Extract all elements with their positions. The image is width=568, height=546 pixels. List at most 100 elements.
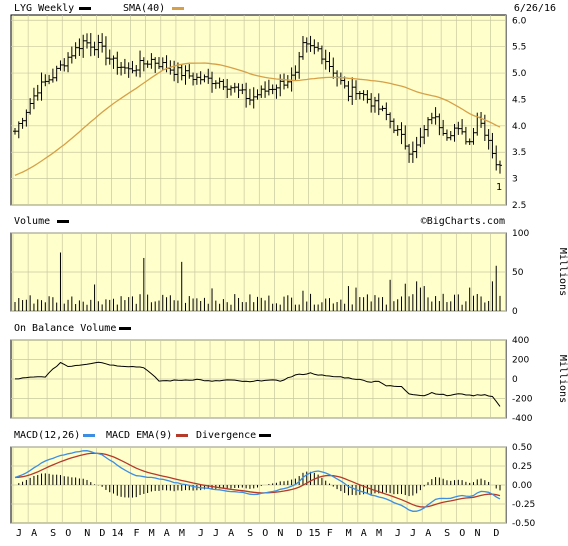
price-bar bbox=[244, 82, 249, 108]
price-bar bbox=[293, 65, 298, 80]
price-bar bbox=[172, 60, 177, 82]
x-tick-label: J bbox=[395, 528, 401, 539]
price-bar bbox=[460, 119, 465, 135]
price-bar bbox=[300, 36, 305, 60]
price-bar bbox=[255, 89, 260, 100]
x-tick-label: F bbox=[327, 528, 333, 539]
x-tick-label: A bbox=[164, 528, 170, 539]
price-bar bbox=[429, 112, 434, 125]
price-bar bbox=[160, 57, 165, 71]
y-tick-label: 4.5 bbox=[512, 95, 526, 105]
price-bar bbox=[103, 36, 108, 66]
x-tick-label: O bbox=[65, 528, 71, 539]
x-tick-label: M bbox=[376, 528, 382, 539]
price-bar bbox=[122, 58, 127, 75]
price-bar bbox=[58, 60, 63, 71]
price-bar bbox=[187, 64, 192, 79]
price-bar bbox=[73, 42, 78, 59]
price-bar bbox=[467, 138, 472, 146]
price-bar bbox=[92, 41, 97, 56]
price-bar bbox=[263, 81, 268, 98]
x-tick-label: 15 bbox=[309, 528, 321, 539]
x-tick-label: A bbox=[361, 528, 367, 539]
y-tick-label: 200 bbox=[512, 356, 529, 366]
price-bar bbox=[247, 88, 252, 106]
price-bar bbox=[422, 125, 427, 145]
volume-title: Volume bbox=[14, 216, 50, 227]
price-bar bbox=[39, 72, 44, 101]
price-bar bbox=[28, 98, 33, 115]
price-bar bbox=[498, 160, 502, 174]
x-tick-label: J bbox=[213, 528, 219, 539]
price-bar bbox=[494, 145, 499, 171]
price-bar bbox=[482, 114, 487, 142]
price-bar bbox=[134, 64, 139, 77]
x-tick-label: D bbox=[99, 528, 105, 539]
price-bar bbox=[471, 128, 476, 145]
price-bar bbox=[35, 84, 40, 101]
price-bar bbox=[285, 75, 290, 89]
price-bar bbox=[350, 77, 355, 105]
price-bar bbox=[316, 42, 321, 52]
price-bar bbox=[327, 52, 332, 73]
y-tick-label: 400 bbox=[512, 336, 529, 346]
price-bar bbox=[346, 81, 351, 102]
price-bar bbox=[361, 90, 366, 101]
price-bar bbox=[153, 57, 158, 73]
price-bar bbox=[297, 51, 302, 79]
x-tick-label: F bbox=[133, 528, 139, 539]
macd-ema-label: MACD EMA(9) bbox=[106, 430, 172, 441]
price-bar bbox=[365, 90, 370, 104]
volume-ylabel: Millions bbox=[557, 248, 568, 296]
price-bar bbox=[456, 121, 461, 135]
obv-legend-swatch bbox=[119, 327, 131, 330]
price-bar bbox=[69, 46, 74, 64]
price-bar bbox=[47, 74, 52, 85]
price-bar bbox=[198, 71, 203, 85]
x-tick-label: N bbox=[277, 528, 283, 539]
price-bar bbox=[228, 85, 233, 96]
price-bar bbox=[191, 72, 196, 86]
y-tick-label: -0.25 bbox=[512, 500, 535, 510]
price-panel bbox=[10, 14, 507, 206]
price-bar bbox=[444, 129, 449, 141]
price-bar bbox=[115, 51, 120, 75]
price-bar bbox=[418, 127, 423, 148]
price-bar bbox=[213, 80, 218, 89]
price-bar bbox=[202, 74, 207, 83]
price-bar bbox=[342, 76, 347, 89]
price-bar bbox=[66, 52, 71, 73]
x-tick-label: A bbox=[425, 528, 431, 539]
price-bar bbox=[138, 50, 143, 78]
price-bar bbox=[240, 83, 245, 95]
obv-ylabel: Millions bbox=[557, 355, 568, 403]
price-bar bbox=[448, 130, 453, 141]
x-tick-label: D bbox=[296, 528, 302, 539]
y-tick-label: 0 bbox=[512, 375, 518, 385]
price-bar bbox=[236, 83, 241, 99]
price-bar bbox=[380, 105, 385, 112]
price-bar bbox=[274, 84, 279, 99]
price-bar bbox=[210, 71, 215, 93]
price-bar bbox=[319, 45, 324, 65]
price-bar bbox=[266, 79, 271, 96]
price-bar bbox=[399, 122, 404, 145]
chart-date: 6/26/16 bbox=[514, 3, 556, 14]
divergence-label: Divergence bbox=[196, 430, 256, 441]
price-bar bbox=[388, 112, 393, 129]
x-tick-label: A bbox=[31, 528, 37, 539]
price-bar bbox=[403, 125, 408, 150]
price-bar bbox=[490, 132, 495, 159]
price-bar bbox=[119, 62, 124, 76]
price-bar bbox=[312, 39, 317, 55]
price-bar bbox=[149, 53, 154, 69]
price-bar bbox=[145, 60, 150, 68]
price-bar bbox=[486, 129, 491, 150]
price-bar bbox=[31, 87, 36, 110]
price-bar bbox=[156, 57, 161, 70]
y-tick-label: 2.5 bbox=[512, 201, 526, 211]
price-bar bbox=[96, 34, 101, 58]
x-tick-label: N bbox=[474, 528, 480, 539]
y-tick-label: 0.00 bbox=[512, 481, 532, 491]
